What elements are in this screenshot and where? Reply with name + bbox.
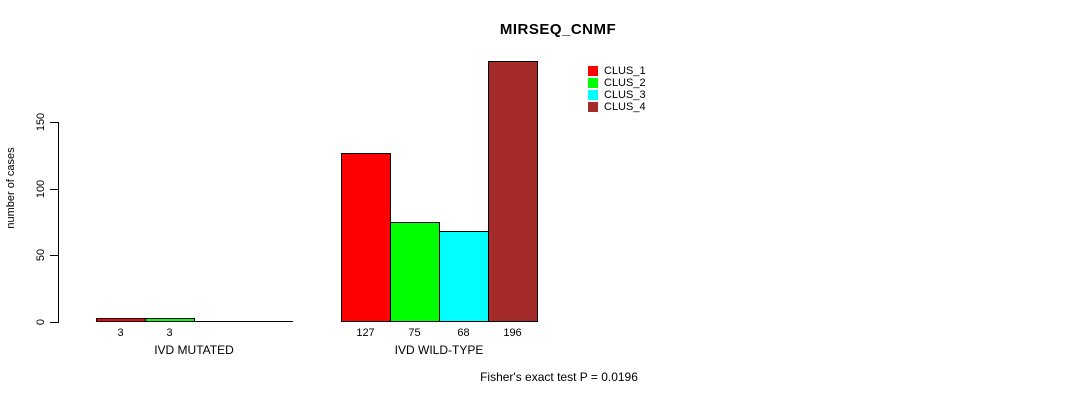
fisher-test-footnote: Fisher's exact test P = 0.0196 <box>480 370 638 384</box>
y-axis-tick-50 <box>50 255 58 257</box>
y-axis-tick-100 <box>50 188 58 190</box>
legend-item-clus-1: CLUS_1 <box>588 65 646 77</box>
legend-label: CLUS_3 <box>604 89 646 101</box>
legend: CLUS_1 CLUS_2 CLUS_3 CLUS_4 <box>588 65 646 113</box>
bar-value-label-clus-2-ivd-mutated: 3 <box>166 327 173 339</box>
y-axis-tick-label-0: 0 <box>35 318 47 326</box>
legend-swatch-clus-3 <box>588 90 598 100</box>
bar-clus-4-ivd-mutated <box>243 321 293 322</box>
bar-clus-1-ivd-mutated <box>96 318 146 322</box>
bar-clus-3-ivd-wild-type <box>439 231 489 322</box>
y-axis-tick-label-150: 150 <box>35 112 47 132</box>
y-axis-title: number of cases <box>5 147 17 229</box>
bar-value-label-clus-1-ivd-wild-type: 127 <box>356 327 375 339</box>
legend-item-clus-2: CLUS_2 <box>588 77 646 89</box>
chart-title: MIRSEQ_CNMF <box>499 21 617 38</box>
bar-clus-2-ivd-mutated <box>145 318 195 322</box>
legend-item-clus-4: CLUS_4 <box>588 101 646 113</box>
legend-item-clus-3: CLUS_3 <box>588 89 646 101</box>
y-axis-tick-0 <box>50 322 58 323</box>
legend-label: CLUS_2 <box>604 77 646 89</box>
legend-swatch-clus-1 <box>588 66 598 76</box>
bar-clus-3-ivd-mutated <box>194 321 244 322</box>
bar-clus-2-ivd-wild-type <box>390 222 440 322</box>
bar-clus-4-ivd-wild-type <box>488 61 538 322</box>
legend-swatch-clus-2 <box>588 78 598 88</box>
bar-value-label-clus-4-ivd-wild-type: 196 <box>503 327 522 339</box>
y-axis-tick-label-100: 100 <box>35 179 47 198</box>
legend-label: CLUS_1 <box>604 65 646 77</box>
bar-value-label-clus-3-ivd-wild-type: 68 <box>457 327 470 339</box>
x-axis-group-label-ivd-wild-type: IVD WILD-TYPE <box>394 343 484 357</box>
legend-swatch-clus-4 <box>588 102 598 112</box>
bar-clus-1-ivd-wild-type <box>341 153 391 322</box>
x-axis-group-label-ivd-mutated: IVD MUTATED <box>154 343 234 357</box>
y-axis-tick-label-50: 50 <box>35 249 47 262</box>
bar-value-label-clus-1-ivd-mutated: 3 <box>117 327 124 339</box>
legend-label: CLUS_4 <box>604 101 646 113</box>
bar-value-label-clus-2-ivd-wild-type: 75 <box>408 327 421 339</box>
y-axis-line <box>58 122 59 323</box>
y-axis-tick-150 <box>50 122 58 123</box>
